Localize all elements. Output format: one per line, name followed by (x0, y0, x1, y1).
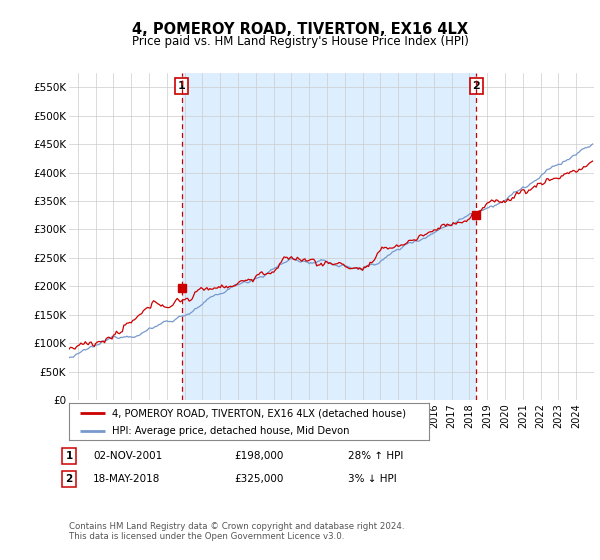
Text: £325,000: £325,000 (234, 474, 283, 484)
Text: 28% ↑ HPI: 28% ↑ HPI (348, 451, 403, 461)
Text: 4, POMEROY ROAD, TIVERTON, EX16 4LX (detached house): 4, POMEROY ROAD, TIVERTON, EX16 4LX (det… (112, 408, 406, 418)
Text: 18-MAY-2018: 18-MAY-2018 (93, 474, 160, 484)
Bar (182, 73, 476, 400)
Text: 02-NOV-2001: 02-NOV-2001 (93, 451, 162, 461)
Text: £198,000: £198,000 (234, 451, 283, 461)
Text: 2: 2 (472, 81, 480, 91)
Text: 1: 1 (65, 451, 73, 461)
Text: 1: 1 (178, 81, 186, 91)
Text: 4, POMEROY ROAD, TIVERTON, EX16 4LX: 4, POMEROY ROAD, TIVERTON, EX16 4LX (132, 22, 468, 38)
Text: Contains HM Land Registry data © Crown copyright and database right 2024.
This d: Contains HM Land Registry data © Crown c… (69, 522, 404, 542)
Text: HPI: Average price, detached house, Mid Devon: HPI: Average price, detached house, Mid … (112, 426, 350, 436)
Text: 2: 2 (65, 474, 73, 484)
Text: Price paid vs. HM Land Registry's House Price Index (HPI): Price paid vs. HM Land Registry's House … (131, 35, 469, 48)
Text: 3% ↓ HPI: 3% ↓ HPI (348, 474, 397, 484)
